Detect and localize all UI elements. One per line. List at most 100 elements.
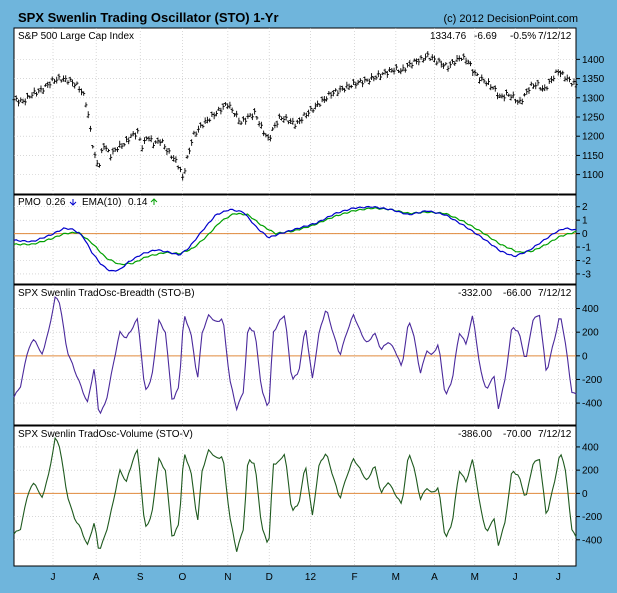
price-bar xyxy=(151,142,155,149)
price-bar xyxy=(50,76,54,82)
price-bar xyxy=(147,136,151,142)
price-bar xyxy=(41,87,45,94)
price-bar xyxy=(145,136,149,141)
price-bar xyxy=(70,79,74,87)
price-bar xyxy=(172,155,176,162)
price-bar xyxy=(482,78,486,84)
price-bar xyxy=(109,154,113,161)
price-bar xyxy=(280,116,284,121)
price-bar xyxy=(192,130,196,135)
price-bar xyxy=(354,81,358,89)
price-bar xyxy=(392,67,396,75)
price-bar xyxy=(446,65,450,72)
price-bar xyxy=(469,61,473,67)
price-bar xyxy=(286,120,290,125)
price-bar xyxy=(367,78,371,85)
price-bar xyxy=(347,83,351,90)
price-bars xyxy=(12,51,578,181)
price-readout-pct: -0.5% xyxy=(510,31,536,42)
price-bar xyxy=(381,71,385,76)
price-bar xyxy=(572,78,576,85)
price-bar xyxy=(421,57,425,63)
breadth-series-line xyxy=(13,296,577,415)
price-bar xyxy=(282,116,286,123)
price-bar xyxy=(538,87,542,91)
price-bar xyxy=(397,69,401,73)
price-bar xyxy=(55,76,59,84)
price-bar xyxy=(345,81,349,89)
price-bar xyxy=(118,140,122,148)
breadth-readout-date: 7/12/12 xyxy=(538,288,572,299)
price-bar xyxy=(66,80,70,85)
price-bar xyxy=(466,59,470,65)
price-bar xyxy=(313,102,317,110)
price-bar xyxy=(48,81,52,89)
pmo-panel: -3 -2 -1 0 1 2 PMO 0.26 EMA(10) 0.14 xyxy=(13,194,591,285)
price-bar xyxy=(399,68,403,75)
price-bar xyxy=(417,58,421,66)
price-bar xyxy=(273,122,277,129)
price-bar xyxy=(475,72,479,77)
price-grid xyxy=(14,28,576,194)
price-bar xyxy=(412,58,416,62)
price-bar xyxy=(352,79,356,86)
price-bar xyxy=(115,147,119,153)
price-bar xyxy=(88,125,92,132)
price-bar xyxy=(356,79,360,85)
price-bar xyxy=(248,112,252,117)
price-bar xyxy=(478,77,482,84)
price-bar xyxy=(320,96,324,103)
price-bar xyxy=(34,91,38,97)
price-bar xyxy=(25,92,29,99)
price-bar xyxy=(214,110,218,117)
price-bar xyxy=(230,107,234,113)
price-bar xyxy=(507,93,511,97)
price-bar xyxy=(491,86,495,90)
price-bar xyxy=(534,82,538,90)
price-bar xyxy=(79,88,83,96)
breadth-series-label: SPX Swenlin TradOsc-Breadth (STO-B) xyxy=(18,288,195,299)
volume-readout-v2: -70.00 xyxy=(503,429,532,440)
volume-series-label: SPX Swenlin TradOsc-Volume (STO-V) xyxy=(18,429,193,440)
price-bar xyxy=(428,57,432,62)
x-axis-label: D xyxy=(266,572,273,583)
price-bar xyxy=(451,59,455,64)
price-bar xyxy=(95,159,99,167)
price-bar xyxy=(334,88,338,92)
pmo-tick-label: -1 xyxy=(582,243,591,254)
price-bar xyxy=(212,112,216,120)
pmo-tick-labels: -3 -2 -1 0 1 2 xyxy=(576,202,591,280)
price-bar xyxy=(549,76,553,84)
price-bar xyxy=(444,62,448,66)
price-bar xyxy=(462,53,466,60)
price-readout-date: 7/12/12 xyxy=(538,31,572,42)
price-bar xyxy=(520,98,524,105)
price-bar xyxy=(442,62,446,69)
price-bar xyxy=(385,71,389,78)
price-tick-label: 1100 xyxy=(582,170,604,181)
price-bar xyxy=(558,70,562,78)
price-bar xyxy=(106,148,110,153)
price-bar xyxy=(97,163,101,168)
price-bar xyxy=(316,100,320,107)
price-bar xyxy=(498,93,502,99)
price-bar xyxy=(340,85,344,91)
price-bar xyxy=(295,119,299,124)
price-bar xyxy=(370,73,374,80)
chart-title: SPX Swenlin Trading Oscillator (STO) 1-Y… xyxy=(18,10,279,25)
price-bar xyxy=(253,108,257,115)
pmo-tick-label: -2 xyxy=(582,256,591,267)
price-bar xyxy=(194,131,198,137)
price-bar xyxy=(138,137,142,141)
breadth-readout-v1: -332.00 xyxy=(458,288,492,299)
price-bar xyxy=(190,139,194,146)
price-bar xyxy=(226,103,230,109)
price-bar xyxy=(563,76,567,82)
price-bar xyxy=(57,73,61,80)
price-bar xyxy=(133,132,137,140)
price-bar xyxy=(403,67,407,73)
price-bar xyxy=(307,109,311,117)
price-bar xyxy=(275,120,279,128)
breadth-tick-label: 0 xyxy=(582,351,588,362)
